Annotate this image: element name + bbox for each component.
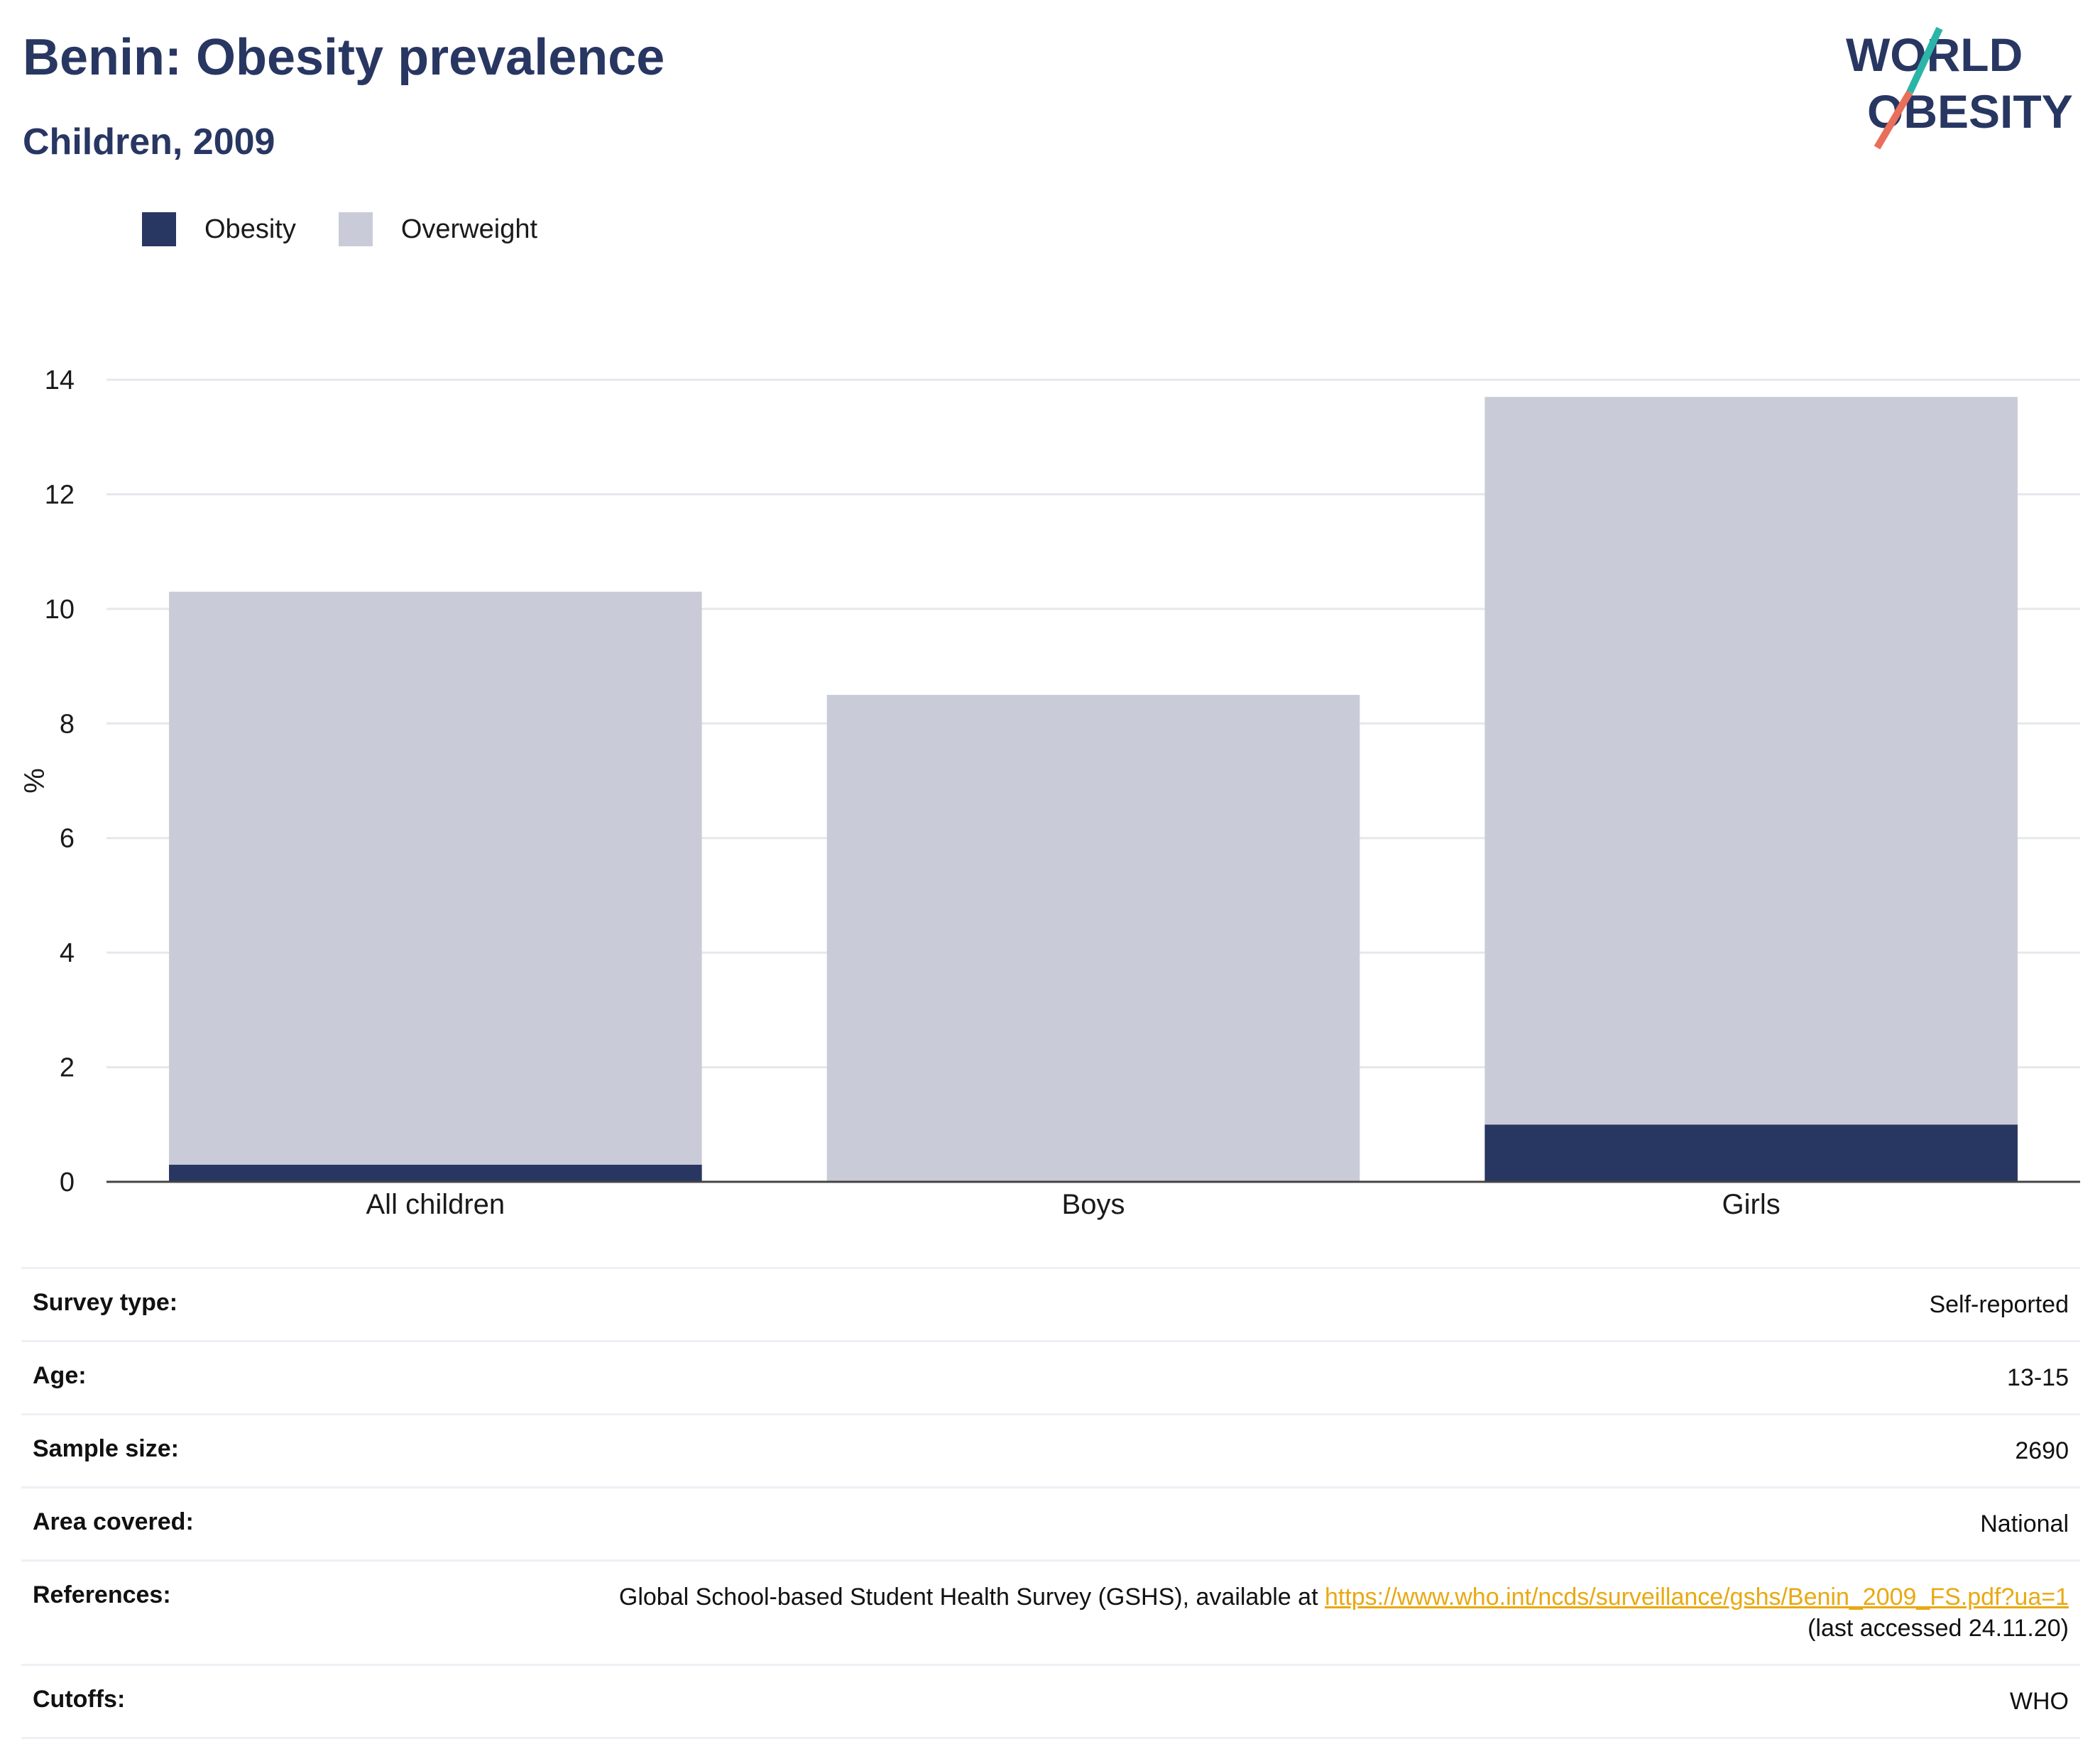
y-tick-label: 12 [45,480,75,510]
legend-label-overweight: Overweight [400,214,538,244]
info-value: 13-15 [2007,1364,2069,1391]
bar-obesity-girls [1484,1124,2018,1182]
legend-swatch-obesity [142,212,176,246]
info-value: 2690 [2015,1437,2069,1464]
logo-teal-slash [1906,26,1943,94]
y-tick-label: 14 [45,366,75,395]
chart-legend: Obesity Overweight [142,212,580,247]
y-tick-label: 2 [60,1053,75,1083]
bar-obesity-all-children [169,1164,702,1182]
reference-text: Global School-based Student Health Surve… [618,1584,1325,1611]
legend-swatch-overweight [338,212,373,246]
info-key: Area covered: [33,1508,194,1535]
info-value: WHO [2009,1688,2069,1715]
info-row-survey-type: Survey type: Self-reported [21,1269,2080,1342]
x-tick-label: All children [366,1189,505,1220]
info-key: References: [33,1581,171,1608]
info-value-references: Global School-based Student Health Surve… [619,1581,2069,1644]
logo-coral-slash [1874,90,1913,150]
info-row-area-covered: Area covered: National [21,1488,2080,1562]
reference-accessed: (last accessed 24.11.20) [1808,1615,2069,1642]
info-row-references: References: Global School-based Student … [21,1562,2080,1666]
info-value: Self-reported [1929,1291,2069,1318]
y-tick-label: 0 [60,1168,75,1197]
y-tick-label: 4 [60,938,75,968]
legend-item-overweight[interactable]: Overweight [338,212,538,246]
legend-label-obesity: Obesity [204,214,296,244]
survey-info-table: Survey type: Self-reported Age: 13-15 Sa… [21,1267,2080,1739]
reference-link[interactable]: https://www.who.int/ncds/surveillance/gs… [1324,1584,2069,1611]
info-row-cutoffs: Cutoffs: WHO [21,1666,2080,1739]
world-obesity-logo: WORLD OBESITY [1846,26,2073,150]
y-tick-label: 6 [60,824,75,854]
x-tick-label: Boys [1062,1189,1125,1220]
info-key: Sample size: [33,1435,179,1462]
info-row-sample-size: Sample size: 2690 [21,1415,2080,1488]
info-key: Survey type: [33,1289,178,1316]
info-key: Age: [33,1362,87,1389]
bar-overweight-girls [1484,397,2018,1125]
info-key: Cutoffs: [33,1686,126,1713]
y-axis-label: % [19,768,50,794]
info-value: National [1980,1510,2069,1537]
page-subtitle: Children, 2009 [23,121,275,163]
bar-chart: 0 2 4 6 8 10 12 14% All children Boys Girls [19,366,2080,1220]
info-row-age: Age: 13-15 [21,1342,2080,1415]
y-tick-label: 10 [45,595,75,625]
y-tick-label: 8 [60,709,75,739]
x-tick-label: Girls [1722,1189,1781,1220]
legend-item-obesity[interactable]: Obesity [142,212,296,246]
bar-overweight-boys [826,694,1360,1182]
page-title: Benin: Obesity prevalence [23,29,665,86]
bar-overweight-all-children [169,591,702,1165]
